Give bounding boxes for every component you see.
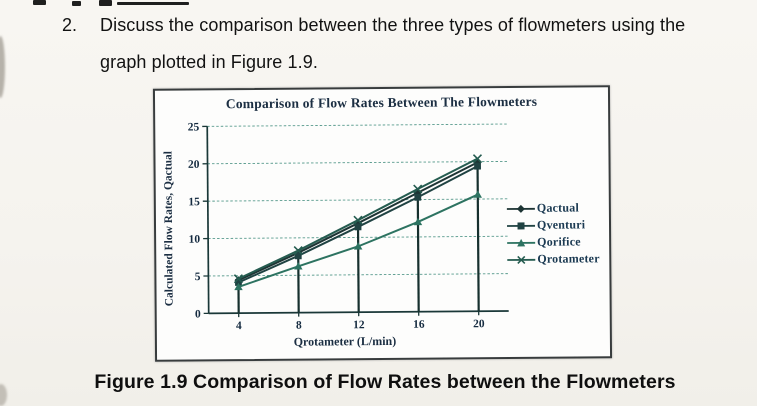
question-text-line2: graph plotted in Figure 1.9.: [100, 52, 318, 72]
square-marker-icon: [294, 252, 302, 260]
scan-artifact: [0, 36, 5, 98]
y-axis-label: Calculated Flow Rates, Qactual: [162, 151, 176, 307]
question-text-line1: Discuss the comparison between the three…: [100, 15, 686, 35]
legend-item-qorifice: Qorifice: [506, 233, 600, 251]
diamond-legend-marker-icon: [506, 204, 535, 213]
x-tick-label: 4: [236, 320, 242, 332]
gridline-y15: [207, 198, 508, 202]
x-marker-icon: [293, 245, 303, 256]
legend-label: Qorifice: [537, 234, 581, 249]
x-tick-label: 8: [296, 320, 302, 332]
drop-line-x16: [416, 189, 420, 312]
x-marker-icon: [472, 154, 483, 164]
y-tick-label: 10: [189, 234, 201, 246]
triangle-marker-icon: [473, 190, 483, 198]
x-tick-label: 12: [353, 319, 365, 331]
scan-artifact: [0, 384, 7, 406]
legend-item-qventuri: Qventuri: [506, 216, 600, 234]
triangle-marker-icon: [294, 262, 303, 270]
square-marker-icon: [414, 193, 422, 201]
legend-label: Qventuri: [536, 217, 586, 232]
x-axis-label: Qrotameter (L/min): [293, 333, 397, 349]
drop-line-x20: [476, 158, 480, 312]
legend-label: Qactual: [536, 200, 580, 215]
x-marker-icon: [413, 184, 423, 194]
gridline-y20: [207, 160, 508, 165]
x-tick-label: 20: [473, 318, 485, 330]
y-tick-label: 25: [188, 121, 200, 133]
x-tick-label: 16: [413, 319, 425, 331]
x-marker-icon: [353, 215, 363, 225]
plot-area: 0 5 10 15 20 25 4 8 12 16 20: [188, 121, 509, 332]
gridline-y25: [207, 123, 508, 127]
x-marker-icon: [233, 274, 244, 284]
square-legend-marker-icon: [507, 221, 536, 229]
legend-item-qactual: Qactual: [506, 199, 600, 217]
chart-title: Comparison of Flow Rates Between The Flo…: [225, 93, 538, 112]
triangle-marker-icon: [234, 282, 243, 291]
triangle-marker-icon: [354, 242, 363, 250]
chart-legend: Qactual Qventuri Qorifice Qrotameter: [506, 199, 600, 268]
square-marker-icon: [474, 162, 481, 170]
drop-line-x12: [356, 220, 360, 313]
scan-artifact: [72, 1, 81, 6]
x-legend-marker-icon: [507, 255, 536, 264]
legend-item-qrotameter: Qrotameter: [506, 250, 600, 268]
y-tick-label: 20: [188, 159, 200, 171]
question-number: 2.: [62, 15, 78, 35]
legend-label: Qrotameter: [537, 251, 600, 266]
triangle-marker-icon: [413, 217, 423, 226]
scan-artifact: [99, 0, 112, 6]
figure-caption: Figure 1.9 Comparison of Flow Rates betw…: [94, 371, 676, 393]
figure-1-9-chart: Comparison of Flow Rates Between The Flo…: [152, 85, 613, 362]
y-tick-label: 5: [195, 271, 201, 283]
y-tick-label: 15: [188, 196, 200, 208]
square-marker-icon: [354, 223, 362, 231]
y-axis: [206, 126, 210, 314]
y-tick-label: 0: [195, 308, 201, 320]
scan-artifact: [117, 2, 189, 5]
scan-artifact: [33, 0, 46, 5]
triangle-legend-marker-icon: [507, 238, 536, 246]
